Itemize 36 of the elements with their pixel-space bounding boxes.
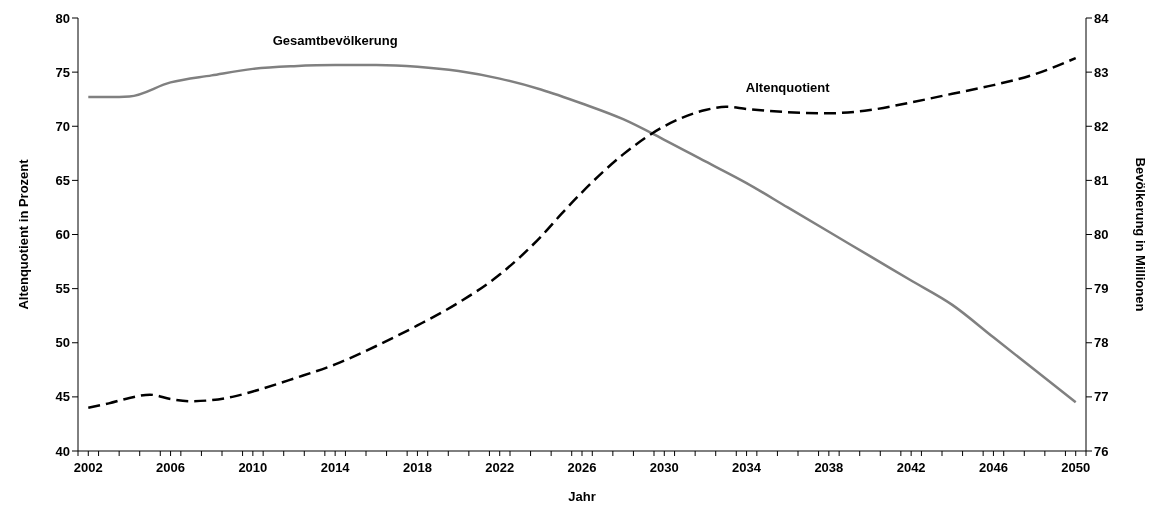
x-tick-label: 2050 [1061, 460, 1091, 475]
series-label: Altenquotient [745, 80, 831, 96]
x-tick-label: 2030 [649, 460, 679, 475]
y2-tick-label: 78 [1094, 335, 1109, 351]
y2-tick-label: 77 [1094, 389, 1109, 405]
x-tick-label: 2002 [73, 460, 103, 475]
x-tick-label: 2034 [732, 460, 762, 475]
y2-tick-label: 84 [1094, 10, 1110, 26]
y2-tick-label: 81 [1094, 172, 1109, 188]
y-tick-label: 65 [55, 172, 70, 188]
y2-tick-label: 80 [1094, 227, 1109, 243]
x-tick-label: 2006 [156, 460, 186, 475]
y2-axis-title: Bevölkerung in Millionen [1133, 157, 1149, 312]
x-axis-title: Jahr [568, 489, 596, 504]
y-tick-label: 80 [55, 10, 70, 26]
x-tick-label: 2010 [238, 460, 268, 475]
x-tick-label: 2014 [320, 460, 351, 475]
y2-tick-label: 76 [1094, 443, 1109, 459]
y2-tick-label: 79 [1094, 281, 1109, 297]
x-tick-label: 2022 [485, 460, 515, 475]
y2-tick-label: 83 [1094, 64, 1109, 80]
x-tick-label: 2038 [814, 460, 844, 475]
x-tick-label: 2042 [896, 460, 926, 475]
series-label: Gesamtbevölkerung [272, 33, 398, 49]
y-tick-label: 40 [55, 443, 70, 459]
y-tick-label: 45 [55, 389, 70, 405]
x-tick-label: 2046 [978, 460, 1008, 475]
y-tick-label: 55 [55, 281, 70, 297]
y-tick-label: 60 [55, 227, 70, 243]
y2-tick-label: 82 [1094, 118, 1109, 134]
y-tick-label: 70 [55, 118, 70, 134]
x-tick-label: 2026 [567, 460, 597, 475]
x-tick-label: 2018 [402, 460, 432, 475]
y-tick-label: 75 [55, 64, 70, 80]
y-tick-label: 50 [55, 335, 70, 351]
y-axis-title: Altenquotient in Prozent [15, 158, 31, 310]
